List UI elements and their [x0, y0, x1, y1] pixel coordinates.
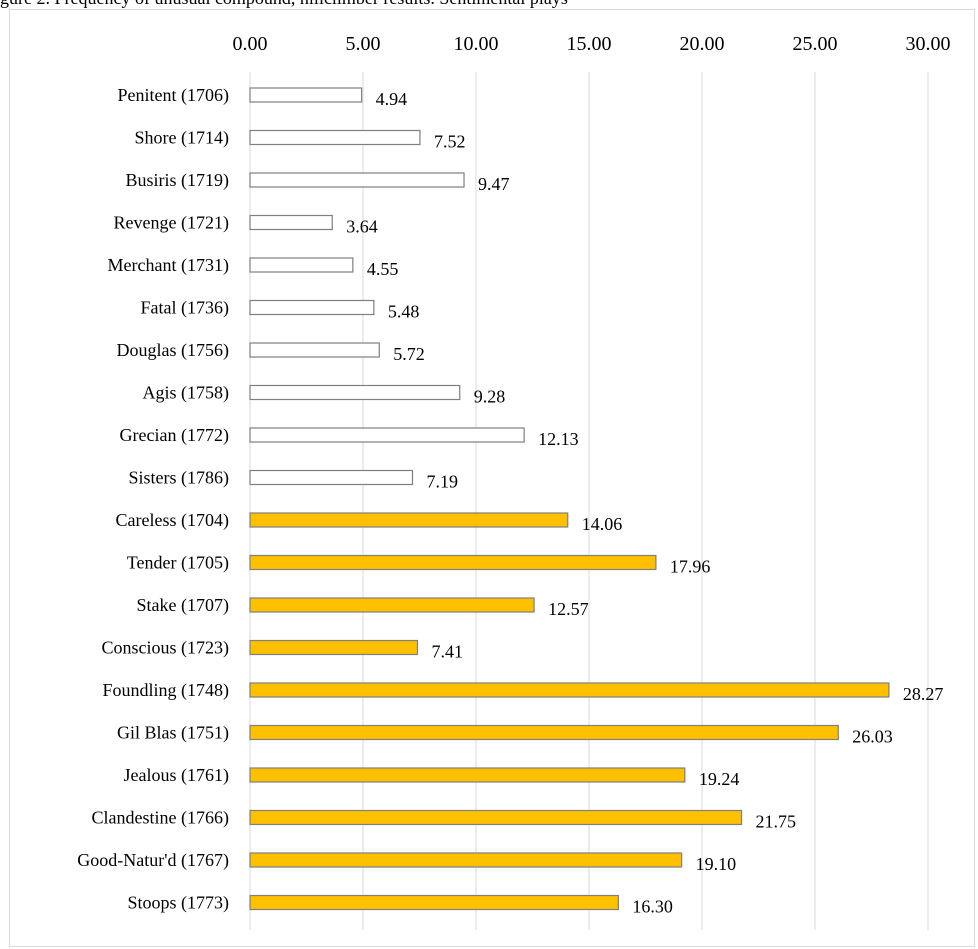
- category-label: Shore (1714): [135, 128, 229, 149]
- category-label: Foundling (1748): [102, 680, 229, 701]
- bar: [249, 342, 380, 358]
- bar: [249, 767, 686, 783]
- chart-frame: [9, 9, 975, 947]
- value-label: 4.55: [367, 259, 399, 279]
- category-label: Revenge (1721): [114, 213, 229, 234]
- value-label: 17.96: [670, 557, 711, 577]
- bar: [249, 299, 375, 316]
- bar: [249, 639, 419, 656]
- bar: [249, 852, 683, 868]
- bar: [249, 87, 363, 103]
- x-tick-label: 25.00: [793, 33, 838, 55]
- bar: [249, 724, 839, 741]
- value-label: 19.10: [696, 854, 737, 874]
- bar: [249, 894, 619, 911]
- value-label: 12.57: [548, 599, 589, 619]
- x-tick-label: 30.00: [906, 33, 951, 55]
- value-label: 9.28: [474, 387, 506, 407]
- value-label: 21.75: [756, 812, 797, 832]
- category-label: Fatal (1736): [141, 298, 229, 319]
- category-label: Gil Blas (1751): [117, 723, 229, 744]
- x-tick-label: 20.00: [680, 33, 725, 55]
- bar: [249, 427, 525, 443]
- category-label: Stoops (1773): [127, 893, 229, 914]
- value-label: 12.13: [538, 429, 579, 449]
- bar: [249, 214, 333, 231]
- chart-title: gure 2. Frequency of unusual compound, h…: [0, 0, 568, 9]
- bar: [249, 682, 890, 698]
- category-label: Sisters (1786): [129, 468, 230, 489]
- bar: [249, 172, 465, 188]
- value-label: 3.64: [346, 217, 378, 237]
- bar: [249, 597, 535, 613]
- x-tick-label: 5.00: [346, 33, 381, 55]
- category-label: Merchant (1731): [108, 255, 229, 276]
- value-label: 5.48: [388, 302, 420, 322]
- x-tick-label: 0.00: [233, 33, 268, 55]
- value-label: 28.27: [903, 684, 944, 704]
- bar: [249, 257, 354, 273]
- bar: [249, 469, 414, 486]
- value-label: 14.06: [582, 514, 623, 534]
- category-label: Grecian (1772): [120, 425, 229, 446]
- bar: [249, 129, 421, 146]
- value-label: 5.72: [393, 344, 425, 364]
- category-label: Busiris (1719): [126, 170, 230, 191]
- category-label: Good-Natur'd (1767): [77, 850, 229, 871]
- value-label: 4.94: [376, 89, 408, 109]
- bar: [249, 512, 569, 528]
- category-label: Clandestine (1766): [92, 808, 229, 829]
- bar: [249, 384, 461, 401]
- value-label: 9.47: [478, 174, 510, 194]
- category-label: Penitent (1706): [118, 85, 229, 106]
- value-label: 7.41: [431, 642, 463, 662]
- value-label: 16.30: [632, 897, 673, 917]
- x-tick-label: 10.00: [454, 33, 499, 55]
- x-tick-label: 15.00: [567, 33, 612, 55]
- category-label: Jealous (1761): [124, 765, 229, 786]
- value-label: 26.03: [852, 727, 893, 747]
- category-label: Tender (1705): [127, 553, 229, 574]
- category-label: Conscious (1723): [102, 638, 230, 659]
- bar: [249, 809, 743, 826]
- category-label: Careless (1704): [116, 510, 229, 531]
- value-label: 7.19: [426, 472, 458, 492]
- category-label: Agis (1758): [143, 383, 230, 404]
- bar: [249, 554, 657, 571]
- value-label: 7.52: [434, 132, 466, 152]
- category-label: Douglas (1756): [117, 340, 229, 361]
- value-label: 19.24: [699, 769, 740, 789]
- category-label: Stake (1707): [137, 595, 229, 616]
